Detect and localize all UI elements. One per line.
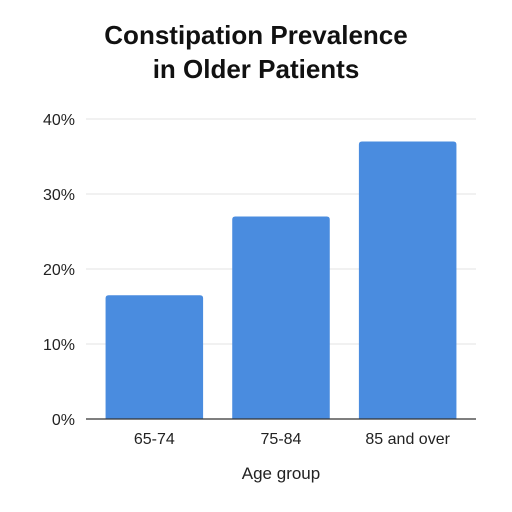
x-axis-ticks: 65-74 75-84 85 and over (134, 431, 451, 448)
x-tick-label: 65-74 (134, 431, 175, 448)
bars (105, 141, 457, 419)
y-tick-label: 10% (43, 337, 75, 354)
y-tick-label: 0% (52, 412, 75, 429)
chart-title-line-1: Constipation Prevalence (104, 20, 408, 50)
chart-title: Constipation Prevalence in Older Patient… (0, 18, 512, 86)
y-tick-label: 40% (43, 112, 75, 129)
y-axis-ticks: 0% 10% 20% 30% 40% (43, 112, 75, 429)
bar (232, 216, 330, 419)
x-tick-label: 75-84 (261, 431, 302, 448)
y-tick-label: 30% (43, 187, 75, 204)
chart-title-line-2: in Older Patients (152, 54, 360, 84)
bar (105, 295, 204, 419)
y-tick-label: 20% (43, 262, 75, 279)
bar (358, 141, 457, 419)
x-axis-label: Age group (242, 464, 320, 483)
x-tick-label: 85 and over (365, 431, 450, 448)
